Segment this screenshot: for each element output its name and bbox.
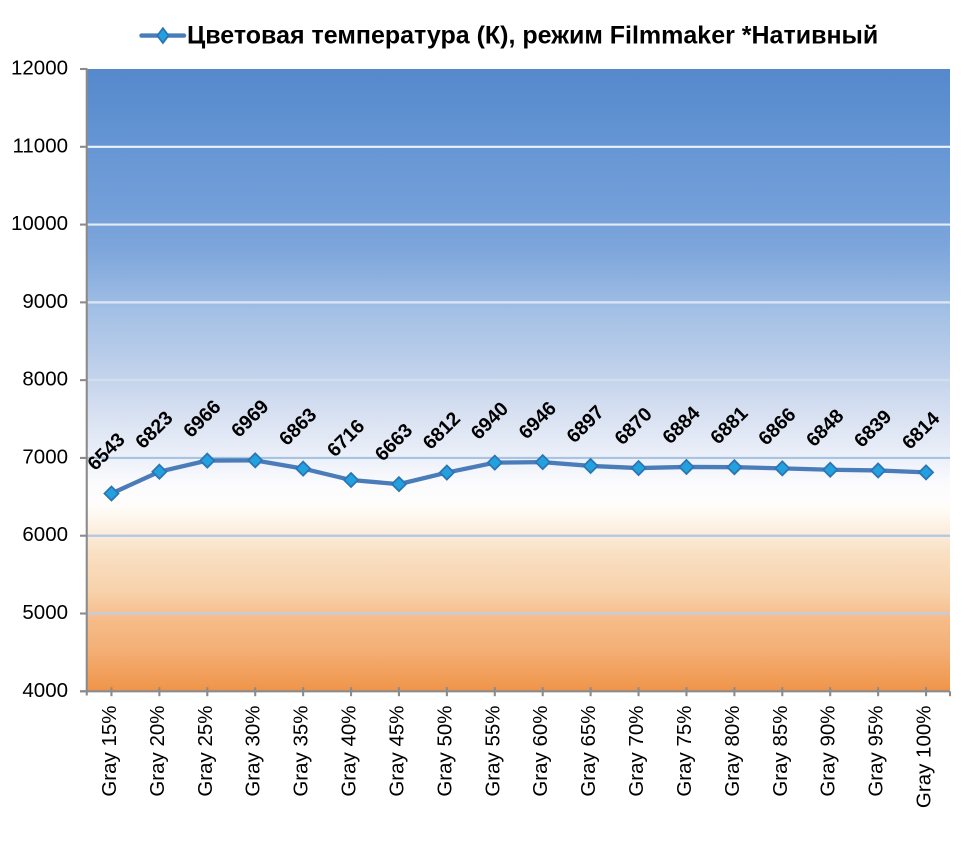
svg-text:Gray 80%: Gray 80% — [721, 706, 744, 797]
svg-text:12000: 12000 — [11, 57, 68, 80]
svg-text:Gray 65%: Gray 65% — [577, 706, 600, 797]
svg-text:Gray 90%: Gray 90% — [817, 706, 840, 797]
svg-text:4000: 4000 — [22, 679, 68, 702]
svg-text:Gray 85%: Gray 85% — [769, 706, 792, 797]
svg-text:Gray 30%: Gray 30% — [242, 706, 265, 797]
svg-text:Цветовая температура (К), режи: Цветовая температура (К), режим Filmmake… — [187, 22, 878, 50]
svg-text:10000: 10000 — [11, 212, 68, 235]
svg-text:Gray 20%: Gray 20% — [146, 706, 169, 797]
svg-text:5000: 5000 — [22, 601, 68, 624]
svg-text:Gray 70%: Gray 70% — [625, 706, 648, 797]
svg-text:Gray 55%: Gray 55% — [481, 706, 504, 797]
svg-text:Gray 45%: Gray 45% — [385, 706, 408, 797]
svg-text:6000: 6000 — [22, 523, 68, 546]
svg-text:Gray 15%: Gray 15% — [98, 706, 121, 797]
svg-text:Gray 100%: Gray 100% — [913, 706, 936, 809]
svg-text:7000: 7000 — [22, 445, 68, 468]
svg-text:9000: 9000 — [22, 290, 68, 313]
svg-text:Gray 60%: Gray 60% — [529, 706, 552, 797]
svg-text:Gray 40%: Gray 40% — [338, 706, 361, 797]
svg-text:Gray 95%: Gray 95% — [865, 706, 888, 797]
svg-text:Gray 35%: Gray 35% — [290, 706, 313, 797]
svg-text:11000: 11000 — [13, 134, 68, 157]
svg-text:8000: 8000 — [22, 368, 68, 391]
svg-text:Gray 25%: Gray 25% — [194, 706, 217, 797]
svg-text:Gray 75%: Gray 75% — [673, 706, 696, 797]
svg-text:Gray 50%: Gray 50% — [433, 706, 456, 797]
